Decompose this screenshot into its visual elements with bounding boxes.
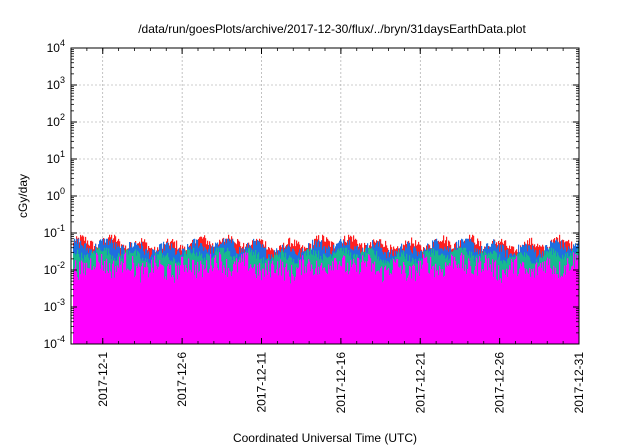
x-tick-label: 2017-12-11 <box>255 352 269 413</box>
x-tick-label: 2017-12-21 <box>413 352 427 414</box>
x-tick-label: 2017-12-31 <box>572 352 586 414</box>
y-tick-label: 102 <box>47 112 65 129</box>
y-tick-label: 104 <box>47 38 65 55</box>
x-tick-label: 2017-12-1 <box>96 352 110 407</box>
x-tick-label: 2017-12-6 <box>175 352 189 407</box>
x-tick-label: 2017-12-16 <box>334 352 348 414</box>
x-axis-label: Coordinated Universal Time (UTC) <box>233 431 417 445</box>
data-series <box>73 234 580 344</box>
y-tick-label: 100 <box>47 186 65 203</box>
y-tick-label: 10-4 <box>44 334 65 351</box>
y-axis-label: cGy/day <box>16 174 30 218</box>
y-tick-label: 101 <box>47 149 65 166</box>
y-tick-label: 10-3 <box>44 297 65 314</box>
x-axis: 2017-12-1 2017-12-6 2017-12-11 2017-12-16 20… <box>70 48 586 414</box>
y-tick-label: 103 <box>47 75 65 92</box>
series-floor-band <box>73 285 579 344</box>
y-tick-label: 10-2 <box>44 260 65 277</box>
chart-title: /data/run/goesPlots/archive/2017-12-30/f… <box>138 22 526 36</box>
y-tick-label: 10-1 <box>44 223 65 240</box>
y-axis: 10-4 10-3 10-2 10-1 100 101 102 103 104 <box>44 38 579 351</box>
x-tick-label: 2017-12-26 <box>493 352 507 414</box>
data-dropouts <box>74 285 562 344</box>
